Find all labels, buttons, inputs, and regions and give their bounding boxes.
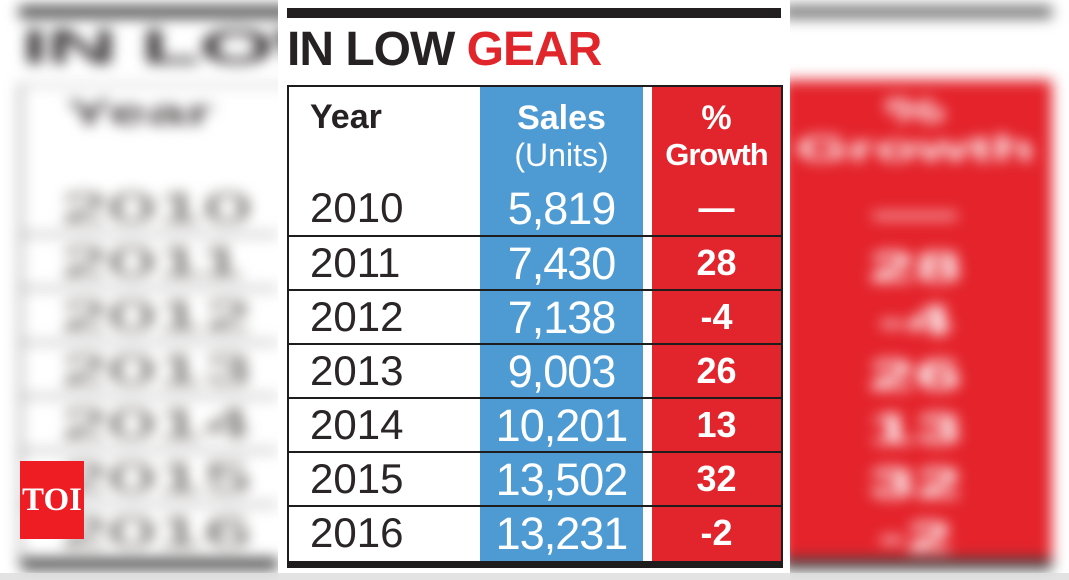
sales-cell: 7,430: [507, 237, 617, 289]
blurred-year-value: 2016: [60, 508, 252, 555]
year-column-header: Year: [310, 98, 382, 136]
growth-cell: 26: [696, 350, 737, 391]
table-row: 2013 9,003 26: [289, 343, 781, 397]
data-table: Year Sales (Units) % Growth 2010 5,819 —: [287, 85, 783, 568]
sales-cell: 7,138: [507, 291, 617, 343]
page-title: IN LOW GEAR: [287, 23, 603, 76]
blurred-right-content: % Growth — 28 -4 26 13 32 -2: [788, 0, 1069, 580]
blurred-year-value: 2015: [60, 454, 252, 501]
blurred-top-bar: [788, 6, 1052, 18]
blurred-background-right: % Growth — 28 -4 26 13 32 -2: [788, 0, 1069, 580]
blurred-year-value: 2012: [60, 292, 252, 339]
growth-cell: 32: [696, 458, 737, 499]
blurred-title: IN LOW: [21, 21, 278, 74]
blurred-bottom-border: [788, 558, 1052, 570]
sales-cell: 9,003: [507, 345, 617, 397]
blurred-growth-value: 32: [868, 459, 962, 506]
sales-cell: 5,819: [507, 182, 617, 234]
table-row: 2014 10,201 13: [289, 397, 781, 451]
growth-column-header: % Growth: [652, 87, 781, 181]
table-row: 2016 13,231 -2: [289, 505, 781, 559]
blurred-table-top-border: [19, 84, 278, 86]
column-gap: [643, 87, 652, 181]
blurred-growth-column: [788, 80, 1052, 562]
table-row: 2010 5,819 —: [289, 181, 781, 235]
year-cell: 2012: [310, 293, 404, 340]
blurred-row-separator: [22, 287, 278, 290]
blurred-growth-value: 28: [868, 243, 962, 290]
blurred-growth-header-pct: %: [884, 92, 946, 130]
blurred-growth-value: 13: [868, 405, 962, 452]
title-black-part: IN LOW: [287, 23, 455, 76]
year-cell: 2015: [310, 455, 404, 502]
year-cell: 2013: [310, 347, 404, 394]
blurred-left-content: IN LOW Year 2010 2011 2012 2013 2014 201…: [0, 0, 278, 580]
toi-logo-text: TOI: [22, 481, 82, 518]
sales-column-header: Sales (Units): [480, 87, 643, 181]
blurred-year-value: 2010: [60, 184, 252, 231]
table-row: 2012 7,138 -4: [289, 289, 781, 343]
blurred-year-value: 2014: [60, 400, 252, 447]
blurred-growth-value: -4: [877, 297, 953, 344]
blurred-year-value: 2011: [60, 238, 246, 285]
blurred-row-separator: [22, 233, 278, 236]
blurred-top-bar: [19, 6, 278, 18]
sales-cell: 13,502: [495, 453, 629, 505]
blurred-table-left-border: [19, 84, 22, 566]
blurred-growth-value: -2: [877, 513, 953, 560]
year-cell: 2010: [310, 184, 404, 231]
year-cell: 2016: [310, 509, 404, 556]
blurred-growth-header-label: Growth: [796, 130, 1034, 168]
growth-cell: -4: [700, 296, 733, 337]
title-space: [454, 23, 466, 76]
year-cell: 2014: [310, 401, 404, 448]
table-row: 2015 13,502 32: [289, 451, 781, 505]
sales-cell: 10,201: [495, 399, 629, 451]
growth-header-line1: %: [701, 99, 732, 137]
blurred-growth-value: —: [873, 189, 957, 236]
infographic: IN LOW GEAR Year Sales (Units) % Growth: [278, 0, 790, 580]
growth-header-line2: Growth: [665, 137, 769, 172]
table-header-row: Year Sales (Units) % Growth: [289, 87, 781, 181]
growth-column-background: [652, 87, 781, 561]
table-row: 2011 7,430 28: [289, 235, 781, 289]
toi-logo: TOI: [20, 461, 84, 539]
blurred-bottom-border: [22, 558, 278, 570]
sales-cell: 13,231: [495, 507, 629, 559]
title-red-part: GEAR: [466, 23, 603, 76]
blurred-row-separator: [22, 395, 278, 398]
blurred-growth-value: 26: [868, 351, 962, 398]
blurred-row-separator: [22, 449, 278, 452]
growth-cell: —: [698, 187, 735, 228]
bottom-edge-strip: [0, 573, 1069, 580]
growth-cell: 13: [696, 404, 737, 445]
year-cell: 2011: [310, 239, 401, 286]
sales-header-line1: Sales: [517, 99, 606, 137]
blurred-year-value: 2013: [60, 346, 252, 393]
blurred-year-header: Year: [66, 94, 214, 132]
top-rule-bar: [287, 8, 781, 18]
blurred-row-separator: [22, 503, 278, 506]
growth-cell: -2: [700, 512, 733, 553]
blurred-row-separator: [22, 341, 278, 344]
table-body: 2010 5,819 — 2011 7,430 28 2012 7,138 -4: [289, 181, 781, 559]
growth-cell: 28: [696, 242, 737, 283]
sales-header-line2: (Units): [514, 137, 609, 173]
sales-column-background: [480, 87, 643, 561]
